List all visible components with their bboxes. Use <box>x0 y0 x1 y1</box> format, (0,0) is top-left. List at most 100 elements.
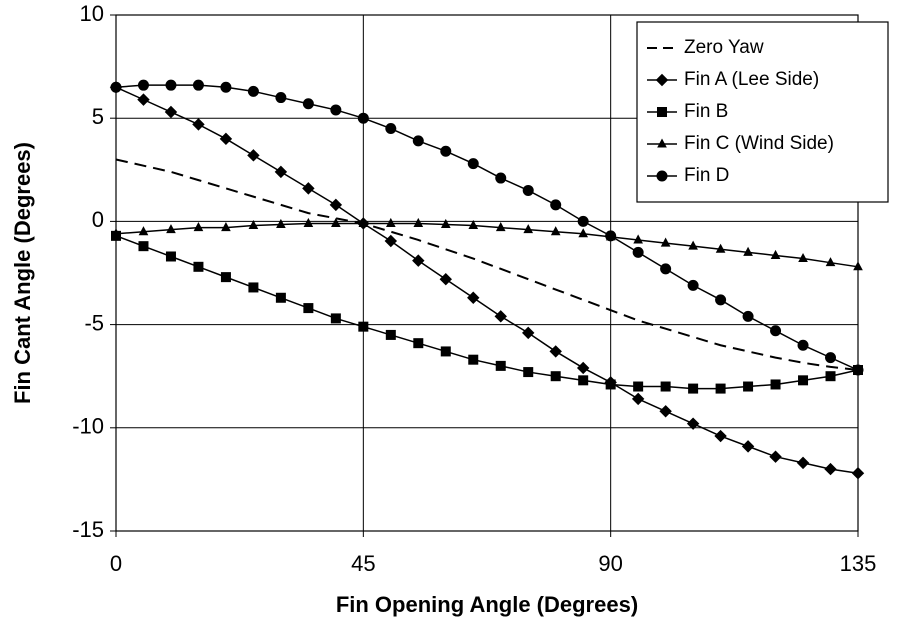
x-tick-label: 135 <box>840 551 877 576</box>
marker <box>303 217 314 227</box>
marker <box>440 218 451 228</box>
marker <box>688 383 699 394</box>
marker <box>657 107 667 117</box>
marker <box>495 360 506 371</box>
marker <box>686 417 700 430</box>
marker <box>137 79 149 91</box>
marker <box>741 440 755 453</box>
marker <box>770 325 782 337</box>
marker <box>219 132 233 146</box>
marker <box>468 219 479 230</box>
marker <box>715 294 727 306</box>
series-line <box>115 235 859 390</box>
x-tick-label: 45 <box>351 551 375 576</box>
marker <box>248 282 259 293</box>
marker <box>605 230 617 242</box>
marker <box>656 170 668 182</box>
marker <box>165 251 176 262</box>
legend-label: Fin D <box>684 165 729 186</box>
series-line <box>115 84 859 371</box>
marker <box>247 85 259 97</box>
marker <box>494 310 507 323</box>
marker <box>111 228 121 238</box>
legend: Zero Yaw Fin A (Lee Side) Fin B Fin C (Wind… <box>636 21 889 203</box>
marker <box>797 339 809 351</box>
marker <box>633 381 644 392</box>
marker <box>357 112 369 124</box>
marker <box>743 381 754 392</box>
marker <box>385 217 396 227</box>
marker <box>220 81 232 93</box>
marker <box>193 261 204 272</box>
marker <box>522 326 535 340</box>
marker <box>660 381 671 392</box>
marker <box>330 313 341 324</box>
marker <box>495 172 507 184</box>
marker <box>329 198 343 212</box>
y-axis-title: Fin Cant Angle (Degrees) <box>10 142 35 404</box>
marker <box>578 375 589 386</box>
marker <box>192 79 204 91</box>
marker <box>164 105 178 119</box>
marker <box>632 246 644 258</box>
plot-frame <box>115 14 859 532</box>
marker <box>549 345 562 358</box>
y-tick-label: -5 <box>84 310 104 335</box>
marker <box>467 291 480 304</box>
marker <box>138 226 149 236</box>
marker <box>137 93 150 106</box>
marker <box>770 249 781 259</box>
marker <box>110 81 122 93</box>
marker <box>302 98 314 110</box>
y-tick-label: -15 <box>72 517 104 542</box>
legend-label: Fin C (Wind Side) <box>684 133 834 154</box>
marker <box>275 92 287 104</box>
marker <box>770 379 781 390</box>
marker <box>687 279 699 291</box>
marker <box>523 367 534 378</box>
marker <box>655 73 669 87</box>
x-axis-title: Fin Opening Angle (Degrees) <box>336 592 638 617</box>
marker <box>276 218 286 228</box>
marker <box>576 361 590 375</box>
marker <box>138 241 149 252</box>
marker <box>825 257 836 267</box>
marker <box>385 329 396 340</box>
y-tick-label: 5 <box>92 104 104 129</box>
marker <box>274 165 288 179</box>
legend-label: Zero Yaw <box>684 37 764 58</box>
marker <box>853 261 863 271</box>
marker <box>550 199 562 211</box>
x-tick-label: 90 <box>598 551 622 576</box>
marker <box>769 450 782 463</box>
marker <box>743 246 753 256</box>
marker <box>714 429 727 443</box>
marker <box>413 217 424 227</box>
marker <box>302 182 315 195</box>
series-line <box>115 86 859 474</box>
marker <box>798 252 808 263</box>
marker <box>631 392 645 406</box>
y-tick-label: -10 <box>72 414 104 439</box>
marker <box>825 371 836 382</box>
marker <box>798 375 809 386</box>
marker <box>660 237 671 247</box>
marker <box>358 321 369 332</box>
marker <box>742 310 754 322</box>
marker <box>247 149 260 162</box>
marker <box>657 138 667 148</box>
legend-label: Fin A (Lee Side) <box>684 69 819 90</box>
marker <box>192 118 205 131</box>
marker <box>384 234 398 248</box>
marker <box>220 272 231 283</box>
marker <box>468 354 479 365</box>
marker <box>165 79 177 91</box>
marker <box>605 379 616 390</box>
marker <box>248 219 259 230</box>
x-tick-label: 0 <box>110 551 122 576</box>
marker <box>633 234 643 244</box>
marker <box>578 228 589 238</box>
marker <box>550 371 561 382</box>
marker <box>413 338 424 349</box>
